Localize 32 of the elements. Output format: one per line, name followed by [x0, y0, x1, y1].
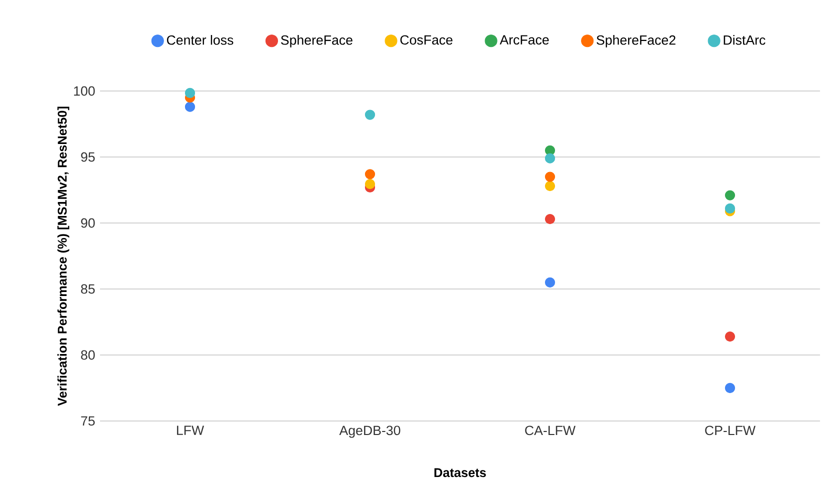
- point: [724, 203, 736, 214]
- legend-label: Center loss: [166, 35, 234, 45]
- x-axis-title: Datasets: [434, 468, 486, 478]
- point: [544, 172, 556, 182]
- y-tick-label: 75: [81, 416, 95, 426]
- point: [364, 178, 376, 190]
- point: [544, 180, 556, 192]
- legend-label: ArcFace: [500, 35, 549, 45]
- legend-label: SphereFace2: [596, 35, 676, 48]
- x-tick-label: AgeDB-30: [339, 426, 400, 438]
- point: [544, 153, 556, 164]
- point: [184, 102, 196, 112]
- y-tick-label: 80: [81, 350, 95, 360]
- legend-label: DistArc: [724, 35, 766, 45]
- y-tick-label: 90: [81, 218, 95, 228]
- point: [364, 169, 376, 180]
- x-tick-label: LFW: [177, 426, 204, 435]
- point: [184, 88, 196, 98]
- point: [544, 277, 556, 288]
- point: [724, 331, 736, 342]
- x-tick-label: CP-LFW: [705, 426, 756, 436]
- point: [724, 190, 736, 200]
- legend-label: CosFace: [400, 35, 452, 45]
- legend-label: SphereFace: [281, 35, 352, 48]
- y-tick-label: 95: [81, 152, 95, 162]
- point: [544, 214, 556, 224]
- point: [364, 110, 376, 120]
- y-tick-label: 85: [81, 284, 95, 294]
- point: [724, 382, 736, 394]
- y-axis-title: Verification Performance (%) [MS1Mv2, ResNet50]: [57, 106, 70, 406]
- y-tick-label: 100: [74, 86, 95, 96]
- x-tick-label: CA-LFW: [525, 426, 576, 436]
